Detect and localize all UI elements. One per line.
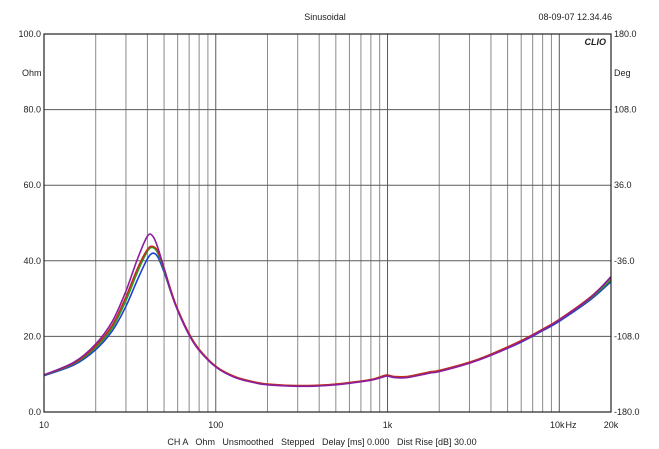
grid xyxy=(44,34,611,412)
y-axis-unit: Ohm xyxy=(22,68,42,78)
y-tick-label: 0.0 xyxy=(28,407,41,417)
x-tick-label: 10k xyxy=(550,420,565,430)
y2-tick-label: 180.0 xyxy=(614,29,637,39)
x-tick-label: 10 xyxy=(39,420,49,430)
x-axis-unit: Hz xyxy=(566,420,577,430)
y2-tick-label: 36.0 xyxy=(614,180,632,190)
chart-mode: Sinusoidal xyxy=(304,12,346,22)
x-tick-label: 1k xyxy=(383,420,393,430)
y-tick-label: 20.0 xyxy=(23,331,41,341)
y-tick-label: 40.0 xyxy=(23,256,41,266)
chart-datetime: 08-09-07 12.34.46 xyxy=(538,12,612,22)
status-line: CH A Ohm Unsmoothed Stepped Delay [ms] 0… xyxy=(167,437,476,447)
impedance-curve-3 xyxy=(43,245,612,387)
y-tick-label: 80.0 xyxy=(23,105,41,115)
y2-tick-label: 108.0 xyxy=(614,105,637,115)
y2-axis-unit: Deg xyxy=(614,68,631,78)
y2-tick-label: -180.0 xyxy=(614,407,640,417)
y2-tick-label: -108.0 xyxy=(614,331,640,341)
impedance-curve-1 xyxy=(43,252,612,387)
y-tick-label: 100.0 xyxy=(18,29,41,39)
impedance-curve-4 xyxy=(43,233,612,388)
y-axis-right: -180.0 -108.0 -36.0 36.0 108.0 180.0 xyxy=(614,29,640,417)
y-axis-left: 0.0 20.0 40.0 60.0 80.0 100.0 xyxy=(18,29,41,417)
x-axis: 10 100 1k 10k 20k xyxy=(39,420,619,430)
x-tick-label: 100 xyxy=(208,420,223,430)
y2-tick-label: -36.0 xyxy=(614,256,635,266)
plot-frame xyxy=(43,33,612,413)
x-tick-label: 20k xyxy=(604,420,619,430)
curves xyxy=(43,233,612,388)
brand-logo: CLIO xyxy=(585,37,607,47)
y-tick-label: 60.0 xyxy=(23,180,41,190)
impedance-curve-2 xyxy=(43,246,612,387)
